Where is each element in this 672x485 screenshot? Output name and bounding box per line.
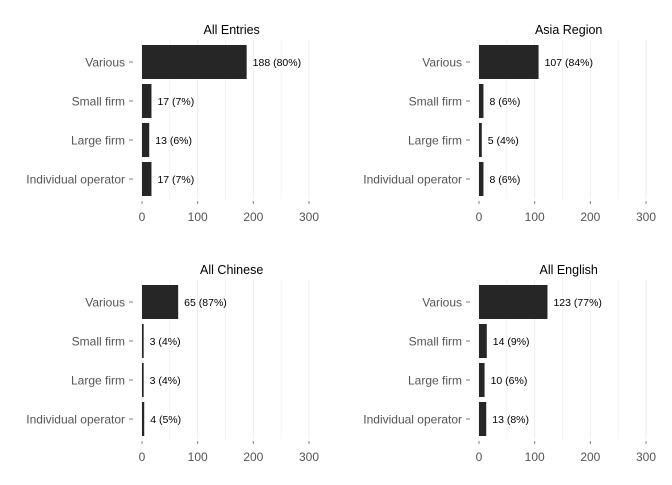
- x-tick-label: 300: [299, 210, 319, 224]
- bar: [479, 324, 487, 358]
- panel-title: All Chinese: [200, 263, 263, 277]
- category-label: Large firm: [71, 374, 125, 388]
- category-label: Small firm: [72, 335, 125, 349]
- bar: [479, 84, 484, 118]
- data-label: 13 (8%): [492, 414, 529, 426]
- x-tick-label: 200: [580, 450, 600, 464]
- bar: [142, 363, 144, 397]
- category-label: Small firm: [72, 95, 125, 109]
- bar: [479, 123, 482, 157]
- bar: [142, 45, 247, 79]
- category-label: Small firm: [409, 335, 462, 349]
- data-label: 65 (87%): [184, 297, 227, 309]
- category-label: Individual operator: [363, 173, 462, 187]
- x-tick-label: 300: [636, 210, 656, 224]
- x-tick-label: 0: [139, 450, 146, 464]
- data-label: 17 (7%): [157, 174, 194, 186]
- data-label: 107 (84%): [545, 57, 593, 69]
- x-tick-label: 200: [243, 210, 263, 224]
- data-label: 3 (4%): [150, 375, 181, 387]
- bar: [479, 402, 487, 436]
- category-label: Individual operator: [26, 413, 125, 427]
- category-label: Small firm: [409, 95, 462, 109]
- category-label: Large firm: [408, 374, 462, 388]
- category-label: Various: [85, 296, 125, 310]
- data-label: 4 (5%): [150, 414, 181, 426]
- panel-title: Asia Region: [535, 23, 602, 37]
- x-tick-label: 0: [139, 210, 146, 224]
- bar: [142, 285, 179, 319]
- category-label: Individual operator: [363, 413, 462, 427]
- panel-title: All English: [539, 263, 597, 277]
- data-label: 8 (6%): [489, 96, 520, 108]
- data-label: 10 (6%): [491, 375, 528, 387]
- data-label: 123 (77%): [553, 297, 601, 309]
- category-label: Individual operator: [26, 173, 125, 187]
- bar: [142, 324, 144, 358]
- category-label: Various: [422, 296, 462, 310]
- data-label: 188 (80%): [253, 57, 301, 69]
- panel-title: All Entries: [204, 23, 260, 37]
- x-tick-label: 200: [580, 210, 600, 224]
- x-tick-label: 0: [476, 210, 483, 224]
- x-tick-label: 300: [636, 450, 656, 464]
- bar: [142, 402, 145, 436]
- x-tick-label: 100: [188, 450, 208, 464]
- bar: [142, 123, 150, 157]
- data-label: 17 (7%): [157, 96, 194, 108]
- data-label: 14 (9%): [493, 336, 530, 348]
- x-tick-label: 100: [525, 450, 545, 464]
- bar: [479, 162, 484, 196]
- x-tick-label: 200: [243, 450, 263, 464]
- bar: [479, 285, 548, 319]
- category-label: Various: [85, 56, 125, 70]
- bar: [142, 162, 152, 196]
- category-label: Various: [422, 56, 462, 70]
- data-label: 5 (4%): [488, 135, 519, 147]
- data-label: 8 (6%): [489, 174, 520, 186]
- bar: [479, 363, 485, 397]
- x-tick-label: 300: [299, 450, 319, 464]
- x-tick-label: 0: [476, 450, 483, 464]
- data-label: 13 (6%): [155, 135, 192, 147]
- x-tick-label: 100: [188, 210, 208, 224]
- category-label: Large firm: [71, 134, 125, 148]
- category-label: Large firm: [408, 134, 462, 148]
- data-label: 3 (4%): [150, 336, 181, 348]
- x-tick-label: 100: [525, 210, 545, 224]
- bar: [479, 45, 539, 79]
- bar: [142, 84, 152, 118]
